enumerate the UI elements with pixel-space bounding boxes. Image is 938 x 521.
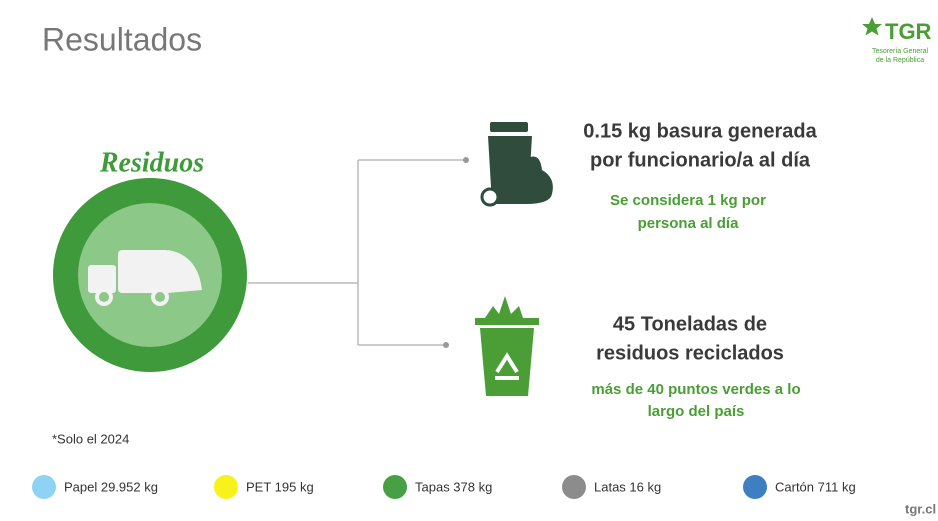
title: Resultados bbox=[42, 21, 202, 57]
legend-swatch bbox=[562, 475, 586, 499]
connector bbox=[248, 159, 466, 346]
legend-swatch bbox=[743, 475, 767, 499]
stat-headline: residuos reciclados bbox=[596, 342, 784, 364]
stat-note: más de 40 puntos verdes a lo bbox=[591, 381, 800, 398]
trash-icon bbox=[480, 122, 553, 207]
legend-swatch bbox=[214, 475, 238, 499]
legend-swatch bbox=[32, 475, 56, 499]
logo-star bbox=[862, 17, 882, 36]
circle-label: Residuos bbox=[99, 147, 204, 178]
stat-note: Se considera 1 kg por bbox=[610, 192, 766, 209]
stat-headline: 45 Toneladas de bbox=[613, 313, 767, 335]
stat-headline: por funcionario/a al día bbox=[590, 149, 811, 171]
legend-label: Papel 29.952 kg bbox=[64, 479, 158, 494]
stat-note: persona al día bbox=[638, 215, 740, 232]
connector-dot bbox=[463, 157, 469, 163]
footnote: *Solo el 2024 bbox=[52, 431, 129, 446]
legend-swatch bbox=[383, 475, 407, 499]
legend: Papel 29.952 kg PET 195 kg Tapas 378 kg Lat… bbox=[32, 475, 856, 499]
truck-icon bbox=[88, 250, 202, 306]
stat-headline: 0.15 kg basura generada bbox=[583, 120, 817, 142]
legend-label: Tapas 378 kg bbox=[415, 479, 492, 494]
legend-label: PET 195 kg bbox=[246, 479, 314, 494]
stat-note: largo del país bbox=[648, 403, 745, 420]
legend-label: Cartón 711 kg bbox=[775, 479, 856, 494]
footer: tgr.cl bbox=[905, 501, 936, 516]
logo-line: Tesorería General bbox=[872, 48, 928, 55]
recycle-icon bbox=[475, 296, 539, 396]
legend-label: Latas 16 kg bbox=[594, 479, 661, 494]
connector-dot bbox=[443, 342, 449, 348]
logo-brand: TGR bbox=[885, 19, 932, 44]
logo-line: de la República bbox=[876, 57, 924, 64]
